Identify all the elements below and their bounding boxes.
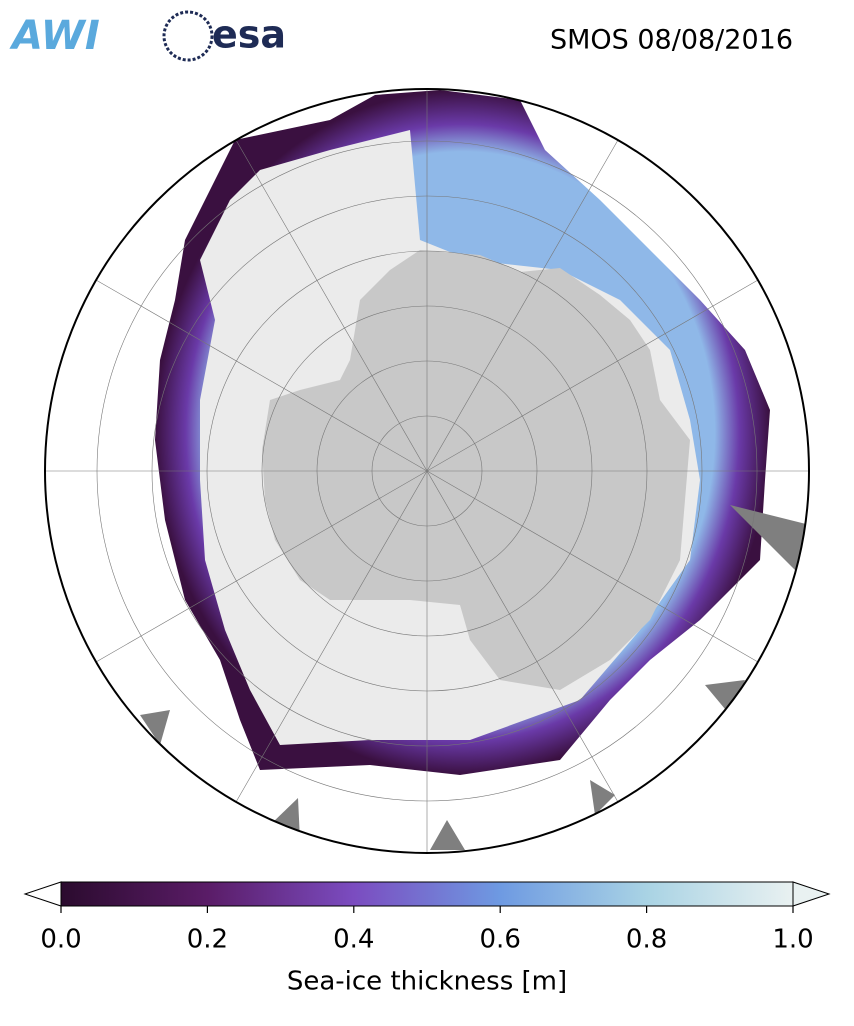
colorbar — [60, 881, 794, 907]
esa-logo-mark — [162, 10, 214, 62]
colorbar-tick-label: 0.4 — [333, 925, 374, 955]
colorbar-extend-max — [792, 881, 831, 907]
awi-logo: AWI — [9, 13, 100, 59]
colorbar-tick-label: 0.8 — [626, 925, 667, 955]
graticule — [45, 89, 809, 853]
esa-logo: esa — [212, 13, 286, 57]
colorbar-label: Sea-ice thickness [m] — [287, 967, 567, 997]
colorbar-tick-label: 0.2 — [187, 925, 228, 955]
colorbar-tick-label: 0.6 — [480, 925, 521, 955]
map — [45, 89, 809, 853]
colorbar-extend-min — [23, 881, 62, 907]
colorbar-tick-label: 0.0 — [40, 925, 81, 955]
map-title: SMOS 08/08/2016 — [550, 25, 793, 56]
antarctica — [262, 250, 690, 690]
map-frame — [44, 88, 810, 854]
colorbar-tick-label: 1.0 — [772, 925, 813, 955]
